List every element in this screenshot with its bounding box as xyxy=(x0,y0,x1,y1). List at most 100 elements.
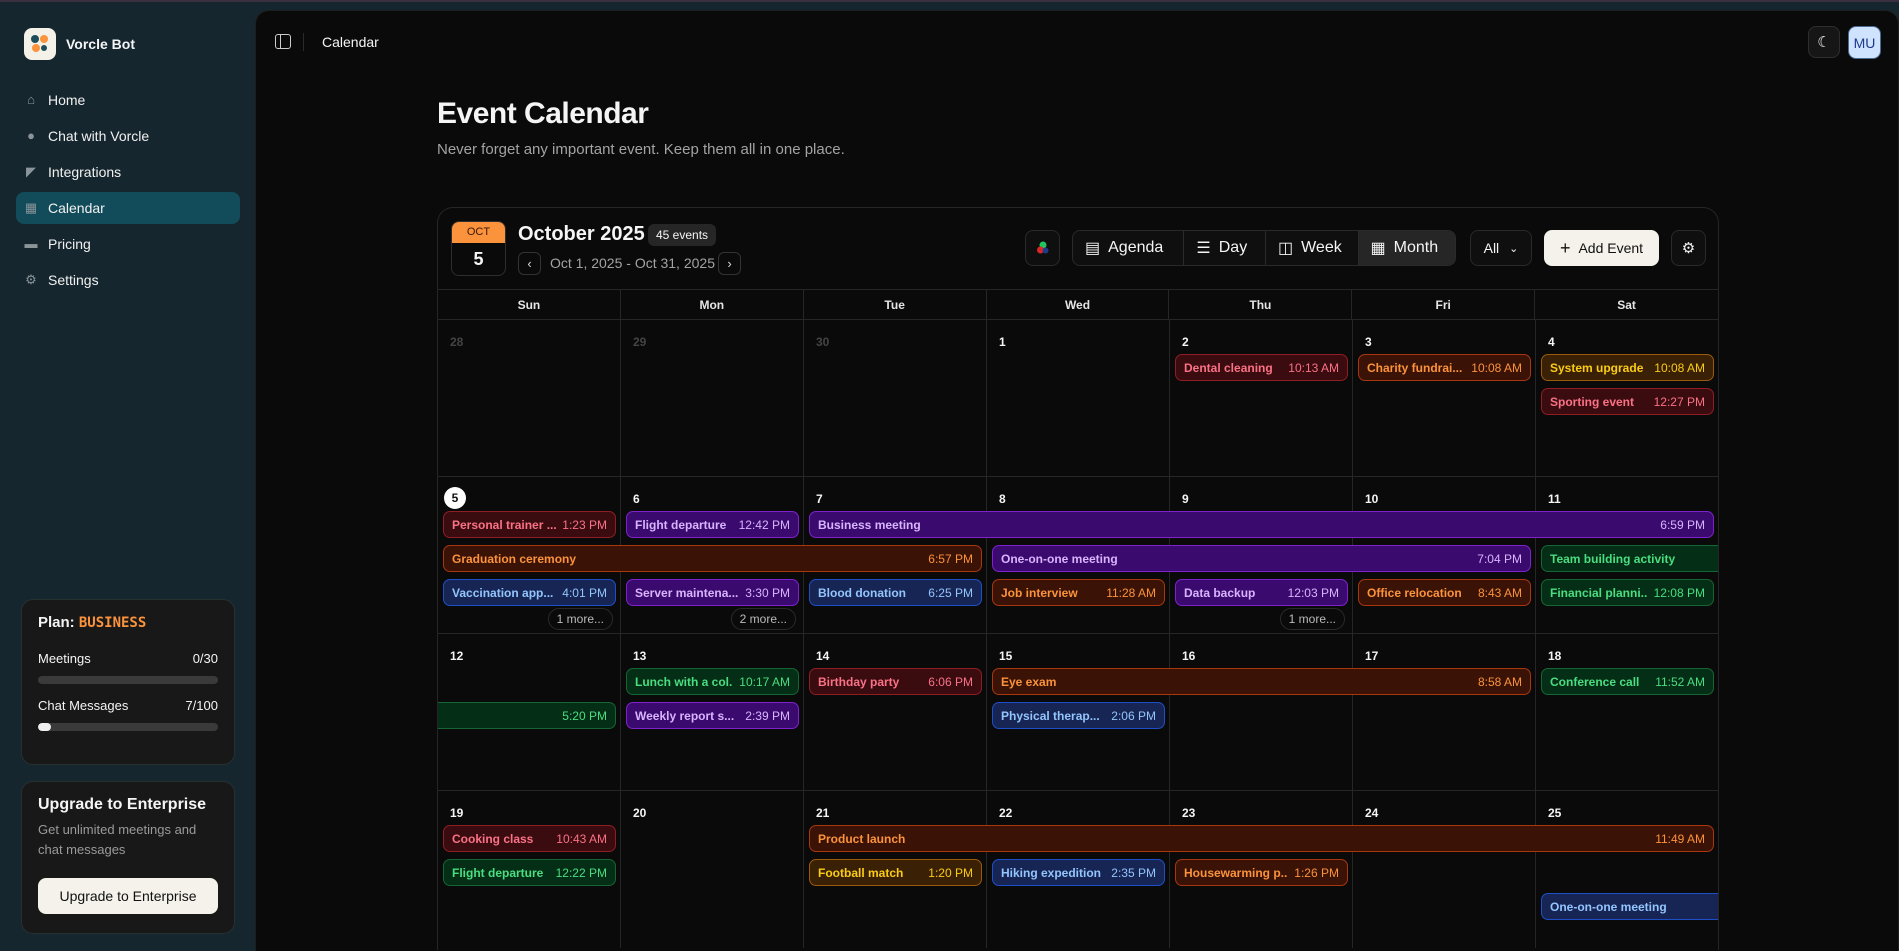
day-cell[interactable]: 2 xyxy=(1170,320,1353,477)
event-title: Eye exam xyxy=(1001,674,1057,689)
more-events-button[interactable]: 1 more... xyxy=(547,608,613,630)
view-week[interactable]: ◫ Week xyxy=(1266,231,1359,265)
weekday: Mon xyxy=(621,290,804,319)
main-panel: Calendar ☾ MU Event Calendar Never forge… xyxy=(255,10,1899,951)
event-time: 12:03 PM xyxy=(1287,585,1339,600)
view-month[interactable]: ▦ Month xyxy=(1358,231,1455,265)
settings-button[interactable]: ⚙ xyxy=(1671,230,1706,266)
event-item[interactable]: Business meeting 6:59 PM xyxy=(809,511,1714,538)
date-range: Oct 1, 2025 - Oct 31, 2025 xyxy=(550,255,715,271)
event-item[interactable]: Flight departure 12:42 PM xyxy=(626,511,799,538)
sidebar-item-settings[interactable]: ⚙ Settings xyxy=(16,264,240,296)
day-cell[interactable]: 28 xyxy=(438,320,621,477)
event-item[interactable]: One-on-one meeting 7:04 PM xyxy=(992,545,1531,572)
day-cell[interactable]: 16 xyxy=(1170,634,1353,791)
add-event-button[interactable]: + Add Event xyxy=(1544,230,1659,266)
event-item[interactable]: Physical therap... 2:06 PM xyxy=(992,702,1165,729)
view-day[interactable]: ☰ Day xyxy=(1184,231,1266,265)
more-events-button[interactable]: 2 more... xyxy=(730,608,796,630)
event-title: Graduation ceremony xyxy=(452,551,577,566)
event-item[interactable]: Housewarming p... 1:26 PM xyxy=(1175,859,1348,886)
day-cell[interactable]: 22 xyxy=(987,791,1170,948)
event-item[interactable]: Flight departure 12:22 PM xyxy=(443,859,616,886)
event-item[interactable]: Product launch 11:49 AM xyxy=(809,825,1714,852)
event-item[interactable]: Weekly report s... 2:39 PM xyxy=(626,702,799,729)
event-item[interactable]: Hiking expedition 2:35 PM xyxy=(992,859,1165,886)
event-item[interactable]: 5:20 PM xyxy=(438,702,616,729)
sidebar-item-calendar[interactable]: ▦ Calendar xyxy=(16,192,240,224)
event-item[interactable]: Personal trainer ... 1:23 PM xyxy=(443,511,616,538)
event-item[interactable]: Conference call 11:52 AM xyxy=(1541,668,1714,695)
sidebar-item-home[interactable]: ⌂ Home xyxy=(16,84,240,116)
event-item[interactable]: Data backup 12:03 PM xyxy=(1175,579,1348,606)
event-item[interactable]: Lunch with a col... 10:17 AM xyxy=(626,668,799,695)
sidebar-item-chat[interactable]: ● Chat with Vorcle xyxy=(16,120,240,152)
logo-icon xyxy=(24,28,56,60)
event-item[interactable]: Eye exam 8:58 AM xyxy=(992,668,1531,695)
day-cell[interactable]: 7 xyxy=(804,477,987,634)
event-item[interactable]: Dental cleaning 10:13 AM xyxy=(1175,354,1348,381)
event-item[interactable]: Charity fundrai... 10:08 AM xyxy=(1358,354,1531,381)
day-cell[interactable]: 21 xyxy=(804,791,987,948)
theme-toggle-button[interactable]: ☾ xyxy=(1808,26,1840,58)
event-item[interactable]: Birthday party 6:06 PM xyxy=(809,668,982,695)
day-cell[interactable]: 1 xyxy=(987,320,1170,477)
view-label: Week xyxy=(1301,239,1342,256)
upgrade-card: Upgrade to Enterprise Get unlimited meet… xyxy=(21,781,235,934)
event-time: 10:17 AM xyxy=(739,674,790,689)
avatar[interactable]: MU xyxy=(1848,26,1881,59)
day-cell[interactable]: 18 xyxy=(1536,634,1718,791)
event-item[interactable]: Team building activity xyxy=(1541,545,1718,572)
event-title: Housewarming p... xyxy=(1184,865,1289,880)
event-item[interactable]: Financial planni... 12:08 PM xyxy=(1541,579,1714,606)
filter-select[interactable]: All ⌄ xyxy=(1470,230,1532,266)
day-cell[interactable]: 11 xyxy=(1536,477,1718,634)
upgrade-button[interactable]: Upgrade to Enterprise xyxy=(38,878,218,914)
event-item[interactable]: Job interview 11:28 AM xyxy=(992,579,1165,606)
chat-icon: ● xyxy=(27,128,35,143)
color-filter-button[interactable] xyxy=(1025,230,1060,266)
sidebar-item-label: Integrations xyxy=(48,164,122,180)
sidebar-toggle-icon[interactable] xyxy=(275,34,291,49)
day-cell[interactable]: 25 xyxy=(1536,791,1718,948)
day-cell[interactable]: 10 xyxy=(1353,477,1536,634)
more-events-button[interactable]: 1 more... xyxy=(1279,608,1345,630)
day-cell[interactable]: 12 xyxy=(438,634,621,791)
weekday: Sat xyxy=(1617,298,1636,312)
next-month-button[interactable]: › xyxy=(718,252,741,275)
day-cell[interactable]: 15 xyxy=(987,634,1170,791)
columns-icon: ◫ xyxy=(1277,240,1294,257)
day-cell[interactable]: 20 xyxy=(621,791,804,948)
today-badge[interactable]: OCT 5 xyxy=(451,221,506,276)
chevron-right-icon: › xyxy=(727,256,732,271)
brand[interactable]: Vorcle Bot xyxy=(24,28,135,60)
sidebar-item-integrations[interactable]: ◤ Integrations xyxy=(16,156,240,188)
event-title: One-on-one meeting xyxy=(1001,551,1118,566)
day-cell[interactable]: 24 xyxy=(1353,791,1536,948)
event-item[interactable]: Football match 1:20 PM xyxy=(809,859,982,886)
prev-month-button[interactable]: ‹ xyxy=(518,252,541,275)
day-cell[interactable]: 14 xyxy=(804,634,987,791)
day-cell[interactable]: 3 xyxy=(1353,320,1536,477)
event-item[interactable]: Cooking class 10:43 AM xyxy=(443,825,616,852)
event-item[interactable]: Blood donation 6:25 PM xyxy=(809,579,982,606)
day-cell[interactable]: 19 xyxy=(438,791,621,948)
page-title: Event Calendar xyxy=(437,97,649,130)
event-item[interactable]: Sporting event 12:27 PM xyxy=(1541,388,1714,415)
event-item[interactable]: One-on-one meeting xyxy=(1541,893,1718,920)
day-cell[interactable]: 17 xyxy=(1353,634,1536,791)
event-item[interactable]: System upgrade 10:08 AM xyxy=(1541,354,1714,381)
day-cell[interactable]: 29 xyxy=(621,320,804,477)
event-item[interactable]: Graduation ceremony 6:57 PM xyxy=(443,545,982,572)
view-agenda[interactable]: ▤ Agenda xyxy=(1073,231,1185,265)
sidebar-item-pricing[interactable]: ▬ Pricing xyxy=(16,228,240,260)
event-item[interactable]: Server maintena... 3:30 PM xyxy=(626,579,799,606)
day-cell[interactable]: 30 xyxy=(804,320,987,477)
day-cell[interactable]: 13 xyxy=(621,634,804,791)
day-cell[interactable]: 23 xyxy=(1170,791,1353,948)
event-item[interactable]: Vaccination app... 4:01 PM xyxy=(443,579,616,606)
event-item[interactable]: Office relocation 8:43 AM xyxy=(1358,579,1531,606)
day-number: 6 xyxy=(633,492,640,506)
event-time: 12:22 PM xyxy=(555,865,607,880)
day-cell[interactable]: 4 xyxy=(1536,320,1718,477)
